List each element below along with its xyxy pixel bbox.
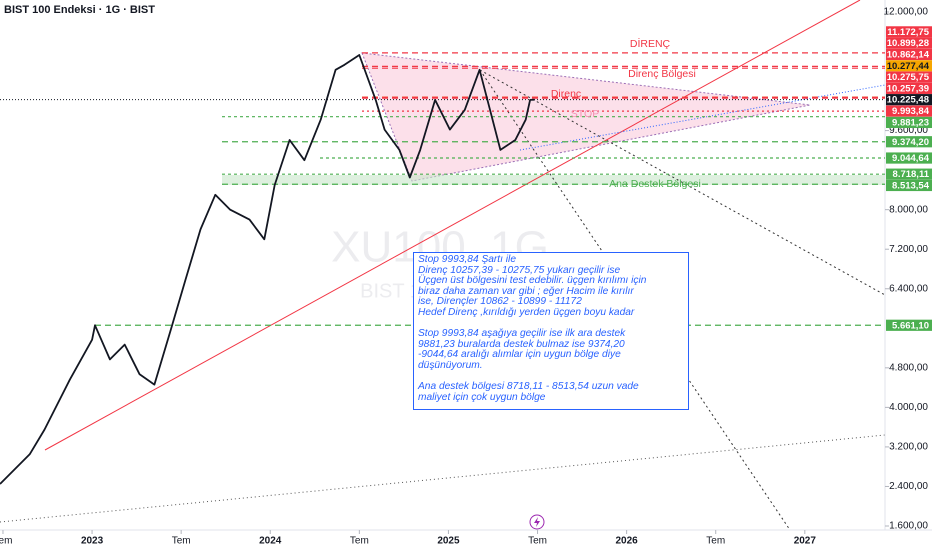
note-line: Üçgen üst bölgesini test edebilir. üçgen…	[418, 275, 647, 287]
annotation: Ana Destek Bölgesi	[609, 178, 701, 190]
price-label: 10.275,75	[887, 72, 930, 83]
y-tick-label: 2.400,00	[889, 481, 928, 492]
price-label-box	[886, 116, 932, 129]
trend-line	[479, 69, 886, 296]
chart-title: BIST 100 Endeksi · 1G · BIST	[4, 4, 155, 16]
note-line: -9044,64 aralığı alımlar için uygun bölg…	[418, 349, 621, 361]
price-label-box	[886, 136, 932, 148]
note-line: biraz daha zaman var gibi ; eğer Hacim i…	[418, 285, 634, 297]
y-tick-label: 9.600,00	[889, 125, 928, 136]
price-label: 10.277,44	[887, 61, 930, 72]
price-label: 9.993,84	[892, 106, 930, 117]
note-paragraph: Stop 9993,84 Şartı ile Direnç 10257,39 - …	[418, 254, 684, 319]
y-tick-label: 7.200,00	[889, 244, 928, 255]
trend-line	[0, 434, 886, 523]
annotation: Direnç Bölgesi	[628, 68, 696, 80]
price-label-box	[886, 26, 932, 38]
x-tick-label: Tem	[350, 536, 369, 547]
price-label-box	[886, 94, 932, 106]
note-line: Hedef Direnç ,kırıldığı yerden üçgen boy…	[418, 306, 635, 318]
x-tick-label: Tem	[0, 536, 12, 547]
y-tick-label: 12.000,00	[884, 7, 929, 18]
annotation: DİRENÇ	[630, 37, 671, 50]
x-tick-label: Tem	[172, 536, 191, 547]
note-line: 9881,23 buralarda destek bulmaz ise 9374…	[418, 338, 625, 350]
x-tick-label: 2027	[794, 536, 817, 547]
note-line: Ana destek bölgesi 8718,11 - 8513,54 uzu…	[418, 381, 639, 393]
note-paragraph: Ana destek bölgesi 8718,11 - 8513,54 uzu…	[418, 382, 684, 403]
price-label-box	[886, 82, 932, 94]
x-tick-label: 2025	[437, 536, 460, 547]
price-label: 8.513,54	[892, 180, 930, 191]
note-box: Stop 9993,84 Şartı ile Direnç 10257,39 - …	[413, 252, 689, 410]
price-label: 10.225,48	[887, 95, 929, 106]
price-label: 9.374,20	[892, 137, 929, 148]
x-tick-label: 2024	[259, 536, 282, 547]
price-label: 10.257,39	[887, 83, 929, 94]
annotation: STOP	[571, 108, 599, 120]
note-line: maliyet için çok uygun bölge	[418, 391, 546, 403]
price-label: 10.862,14	[887, 49, 930, 60]
y-tick-label: 4.800,00	[889, 362, 928, 373]
y-tick-label: 6.400,00	[889, 283, 928, 294]
x-tick-label: Tem	[528, 536, 547, 547]
y-tick-label: 4.000,00	[889, 402, 928, 413]
price-label-box	[886, 71, 932, 83]
price-label-box	[886, 168, 932, 180]
event-icon	[534, 517, 540, 527]
y-tick-label: 3.200,00	[889, 442, 928, 453]
price-line	[0, 54, 535, 485]
note-line: Direnç 10257,39 - 10275,75 yukarı geçili…	[418, 264, 621, 276]
trend-line	[44, 0, 861, 451]
note-line: ise, Dirençler 10862 - 10899 - 11172	[418, 296, 582, 308]
price-label: 9.881,23	[892, 117, 929, 128]
price-label: 11.172,75	[887, 27, 929, 38]
price-label-box	[886, 37, 932, 49]
annotation: Direnç	[551, 88, 581, 100]
price-label: 9.044,64	[892, 153, 930, 164]
x-tick-label: Tem	[706, 536, 725, 547]
y-tick-label: 8.000,00	[889, 204, 928, 215]
y-tick-label: 1.600,00	[889, 521, 928, 532]
price-label: 8.718,11	[893, 169, 930, 180]
support-zone	[222, 175, 885, 185]
price-label: 10.899,28	[887, 38, 929, 49]
note-paragraph: Stop 9993,84 aşağıya geçilir ise ilk ara…	[418, 329, 684, 371]
price-label-box	[886, 60, 932, 72]
price-label-box	[886, 48, 932, 61]
price-label-box	[886, 152, 932, 164]
note-line: Stop 9993,84 aşağıya geçilir ise ilk ara…	[418, 328, 626, 340]
x-tick-label: 2026	[616, 536, 639, 547]
price-label-box	[886, 179, 932, 192]
x-tick-label: 2023	[81, 536, 104, 547]
price-label: 5.661,10	[892, 320, 929, 331]
note-line: Stop 9993,84 Şartı ile	[418, 254, 516, 265]
price-label-box	[886, 319, 932, 331]
note-line: düşünüyorum.	[418, 359, 483, 371]
price-label-box	[886, 105, 932, 117]
